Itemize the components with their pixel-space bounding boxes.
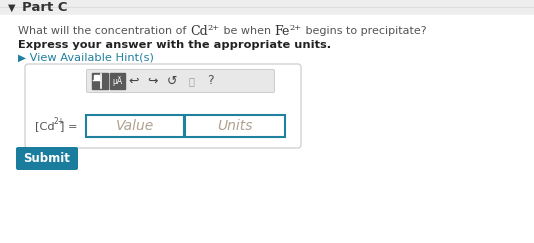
Text: Units: Units bbox=[217, 119, 253, 133]
FancyBboxPatch shape bbox=[16, 147, 78, 170]
Text: ▼: ▼ bbox=[8, 2, 15, 12]
Text: Express your answer with the appropriate units.: Express your answer with the appropriate… bbox=[18, 40, 331, 50]
Text: Value: Value bbox=[116, 119, 154, 133]
Text: 2+: 2+ bbox=[53, 118, 64, 127]
Text: What will the concentration of: What will the concentration of bbox=[18, 26, 190, 36]
Bar bbox=[94, 75, 99, 79]
Text: 2+: 2+ bbox=[290, 25, 302, 33]
Text: be when: be when bbox=[220, 26, 274, 36]
Bar bbox=[0, 0, 534, 15]
Bar bbox=[92, 73, 108, 89]
Text: Submit: Submit bbox=[23, 152, 70, 165]
Text: ⬜: ⬜ bbox=[188, 76, 194, 86]
Text: Part C: Part C bbox=[22, 1, 67, 14]
Text: μÄ: μÄ bbox=[113, 76, 123, 86]
Text: ↪: ↪ bbox=[148, 75, 158, 87]
Text: ] =: ] = bbox=[60, 121, 77, 131]
FancyBboxPatch shape bbox=[87, 69, 274, 93]
Bar bbox=[86, 115, 184, 137]
Text: ▶: ▶ bbox=[18, 53, 26, 63]
Text: begins to precipitate?: begins to precipitate? bbox=[302, 26, 427, 36]
Text: ?: ? bbox=[207, 75, 213, 87]
Text: Fe: Fe bbox=[274, 25, 290, 38]
Text: ↺: ↺ bbox=[167, 75, 177, 87]
Bar bbox=[110, 73, 125, 89]
Bar bbox=[185, 115, 285, 137]
FancyBboxPatch shape bbox=[25, 64, 301, 148]
Text: [Cd: [Cd bbox=[35, 121, 54, 131]
Text: View Available Hint(s): View Available Hint(s) bbox=[26, 53, 154, 63]
Text: 2+: 2+ bbox=[208, 25, 220, 33]
Text: Cd: Cd bbox=[190, 25, 208, 38]
Text: ↩: ↩ bbox=[129, 75, 139, 87]
